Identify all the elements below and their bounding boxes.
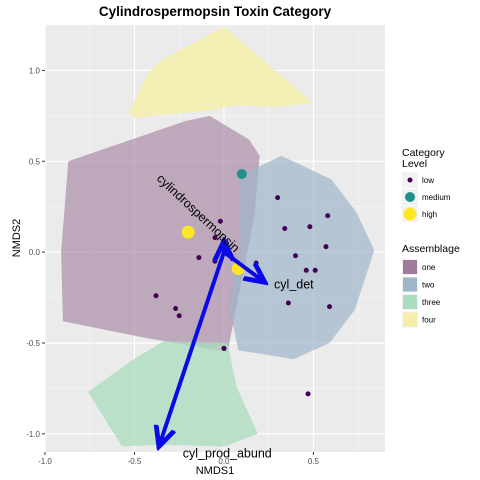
point-low xyxy=(312,267,318,273)
legend-key-low xyxy=(407,177,413,183)
legend-swatch-four xyxy=(403,312,417,327)
point-low xyxy=(253,260,259,266)
point-low xyxy=(153,293,159,299)
arrow-label-cyl_det: cyl_det xyxy=(274,277,314,291)
legend-label-low: low xyxy=(422,176,434,185)
point-low xyxy=(221,345,227,351)
point-low xyxy=(325,213,331,219)
legend-label-high: high xyxy=(422,210,437,219)
legend-assemblage-title: Assemblage xyxy=(402,243,460,255)
point-low xyxy=(212,258,218,264)
y-axis-title: NMDS2 xyxy=(11,219,23,258)
point-low xyxy=(176,313,182,319)
point-low xyxy=(305,391,311,397)
assemblage-hulls xyxy=(61,26,375,447)
x-tick-label: 0.5 xyxy=(308,457,320,466)
point-low xyxy=(282,226,288,232)
x-axis-title: NMDS1 xyxy=(196,465,235,477)
arrow-cyl_prod_abund xyxy=(160,250,226,445)
point-low xyxy=(285,300,291,306)
hull-four xyxy=(129,26,314,118)
y-tick-label: 0.0 xyxy=(29,248,41,257)
point-low xyxy=(173,305,179,311)
legend-label-four: four xyxy=(422,316,436,325)
legend-swatch-two xyxy=(403,277,417,292)
hull-three xyxy=(87,341,258,447)
point-high xyxy=(181,225,195,239)
point-low xyxy=(217,218,223,224)
legend-swatch-three xyxy=(403,295,417,309)
legend-level-title: Category xyxy=(402,147,445,159)
x-axis-ticks: -1.0 -0.5 0.0 0.5 xyxy=(38,452,320,466)
x-tick-label: 0.0 xyxy=(218,457,230,466)
legend-label-medium: medium xyxy=(422,193,451,202)
legend-label-two: two xyxy=(422,281,435,290)
legend-swatch-one xyxy=(403,260,417,274)
y-tick-label: -0.5 xyxy=(26,339,40,348)
legend-label-one: one xyxy=(422,263,436,272)
point-low xyxy=(293,253,299,259)
x-tick-label: -0.5 xyxy=(128,457,142,466)
chart-title: Cylindrospermopsin Toxin Category xyxy=(99,4,332,19)
legend-key-medium xyxy=(405,192,415,202)
point-medium xyxy=(236,168,247,179)
legend-level-title: Level xyxy=(402,158,427,170)
legend-key-high xyxy=(403,207,417,221)
hull-two xyxy=(229,155,375,360)
point-low xyxy=(307,224,313,230)
point-low xyxy=(275,195,281,201)
point-low xyxy=(303,267,309,273)
point-low xyxy=(196,255,202,261)
arrow-cyl_det xyxy=(221,250,263,281)
y-axis-ticks: -1.0 -0.5 0.0 0.5 1.0 xyxy=(26,66,45,439)
arrow-label-cyl_prod_abund: cyl_prod_abund xyxy=(183,446,272,460)
y-tick-label: -1.0 xyxy=(26,430,40,439)
legend-label-three: three xyxy=(422,298,441,307)
point-low xyxy=(323,244,329,250)
y-tick-label: 0.5 xyxy=(29,157,41,166)
x-tick-label: -1.0 xyxy=(38,457,52,466)
legend-assemblage: Assemblage one two three four xyxy=(402,243,460,328)
point-low xyxy=(327,304,333,310)
y-tick-label: 1.0 xyxy=(29,66,41,75)
